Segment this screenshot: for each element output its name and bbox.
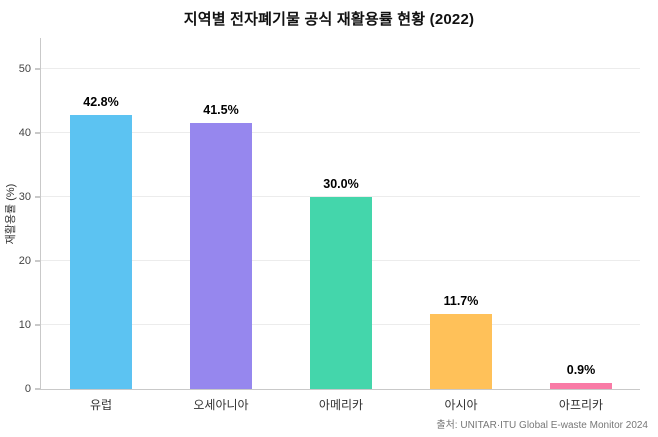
y-tick-mark bbox=[35, 196, 40, 198]
x-tick-label: 아메리카 bbox=[318, 398, 364, 412]
bar-4 bbox=[430, 314, 492, 389]
gridline bbox=[41, 132, 640, 133]
bar-value-label: 30.0% bbox=[323, 177, 359, 191]
gridline bbox=[41, 68, 640, 69]
y-tick-mark bbox=[35, 132, 40, 134]
y-tick-mark bbox=[35, 260, 40, 262]
y-tick-mark bbox=[35, 324, 40, 326]
x-tick-label: 유럽 bbox=[89, 398, 113, 412]
chart-title: 지역별 전자폐기물 공식 재활용률 현황 (2022) bbox=[183, 11, 475, 28]
y-tick-label: 10 bbox=[18, 319, 31, 331]
x-tick-label: 아시아 bbox=[444, 398, 478, 412]
y-tick-label: 50 bbox=[18, 63, 31, 75]
bar-value-label: 41.5% bbox=[203, 103, 239, 118]
gridline bbox=[41, 196, 640, 197]
bar-2 bbox=[190, 123, 252, 389]
bar-value-label: 11.7% bbox=[443, 294, 479, 309]
y-tick-label: 0 bbox=[24, 383, 31, 395]
y-tick-mark bbox=[35, 388, 40, 390]
bar-5 bbox=[550, 383, 612, 389]
plot-area: 재활용률 (%) 0 10 20 30 40 50 42.8% 유럽 41.5% 오세아니아 30.… bbox=[5, 38, 640, 412]
bar-value-label: 42.8% bbox=[83, 95, 119, 110]
bar-1 bbox=[70, 115, 132, 389]
x-tick-label: 오세아니아 bbox=[193, 398, 249, 412]
bar-3 bbox=[310, 197, 372, 389]
y-tick-label: 20 bbox=[18, 255, 31, 267]
y-tick-label: 40 bbox=[18, 127, 31, 139]
bar-value-label: 0.9% bbox=[566, 363, 596, 378]
y-tick-label: 30 bbox=[18, 191, 31, 203]
source-note: 출처: UNITAR·ITU Global E-waste Monitor 20… bbox=[436, 420, 648, 431]
y-tick-mark bbox=[35, 68, 40, 70]
x-tick-label: 아프리카 bbox=[558, 398, 604, 412]
